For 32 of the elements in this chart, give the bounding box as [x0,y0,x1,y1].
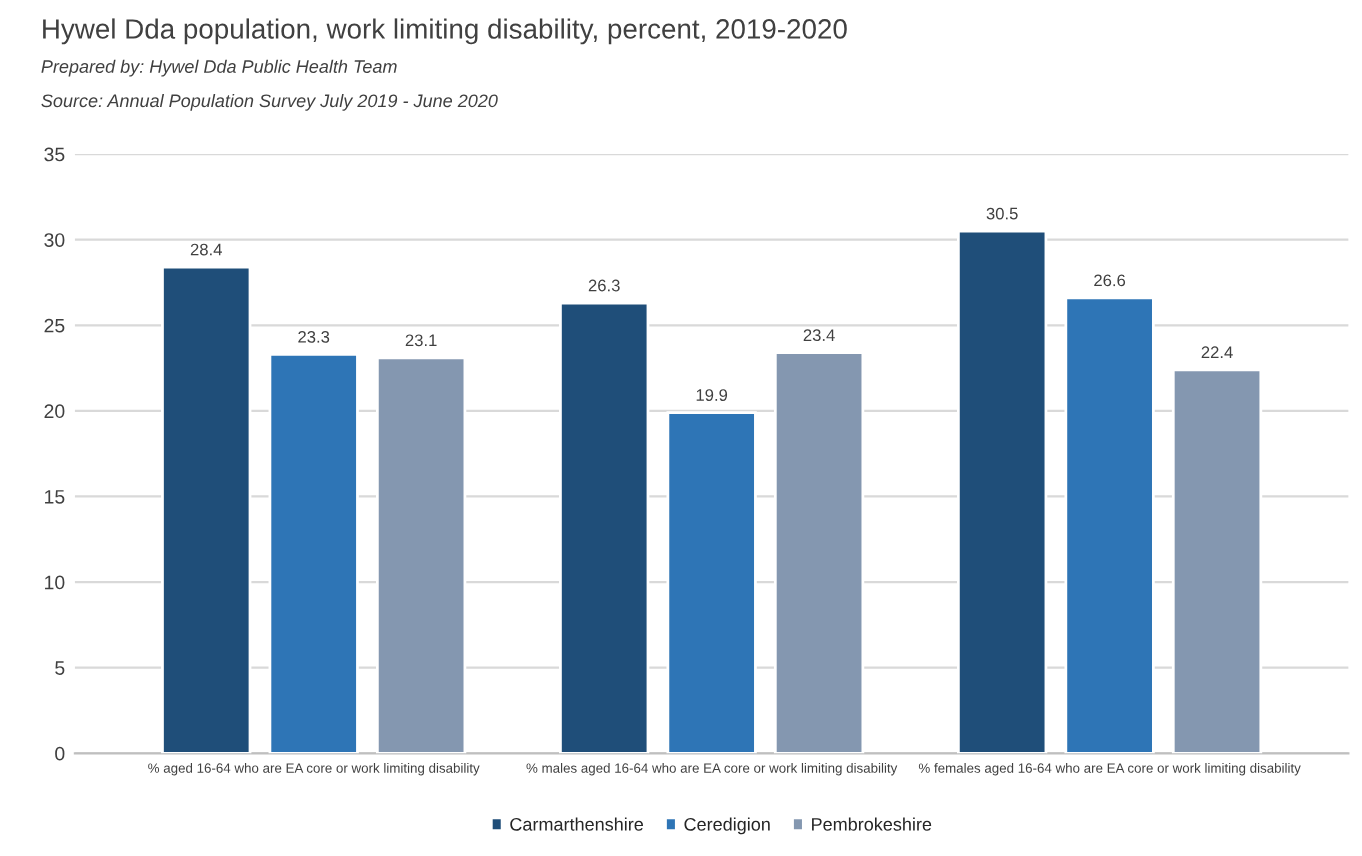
legend-label: Carmarthenshire [510,817,644,831]
bar [559,301,650,754]
data-label: 19.9 [696,389,728,401]
y-tick-label: 15 [45,490,65,504]
text: Prepared by: Hywel Dda Public Health Team [41,59,397,77]
y-tick-label: 5 [55,661,65,675]
y-tick-label: 30 [44,233,65,247]
legend-label: Pembrokeshire [812,817,932,831]
legend-label: Ceredigion [684,817,770,835]
bar [161,265,252,754]
data-label: 28.4 [190,243,222,256]
bar [956,229,1048,754]
chart-title: Hywel Dda population, work limiting disability, percent, 2019-2020 [43,18,847,45]
data-label: 23.1 [405,334,437,347]
data-label: 30.5 [986,207,1018,220]
bar [268,352,359,754]
data-label: 22.4 [1201,346,1233,358]
bar [1064,296,1155,754]
source-note: Source: Annual Population Survey July 2019 - June 2020 [41,93,498,111]
bar [666,411,757,754]
y-tick-label: 0 [55,746,65,761]
bar [375,356,467,754]
bar [773,351,865,754]
bar [1171,368,1263,754]
y-tick-label: 20 [44,404,65,419]
data-label: 23.3 [298,330,330,343]
y-tick-label: 25 [44,318,65,333]
data-label: 26.6 [1094,274,1126,287]
y-tick-label: 35 [44,147,65,162]
data-label: 26.3 [588,279,620,292]
y-tick-label: 10 [45,575,65,590]
data-label: 23.4 [803,329,835,342]
